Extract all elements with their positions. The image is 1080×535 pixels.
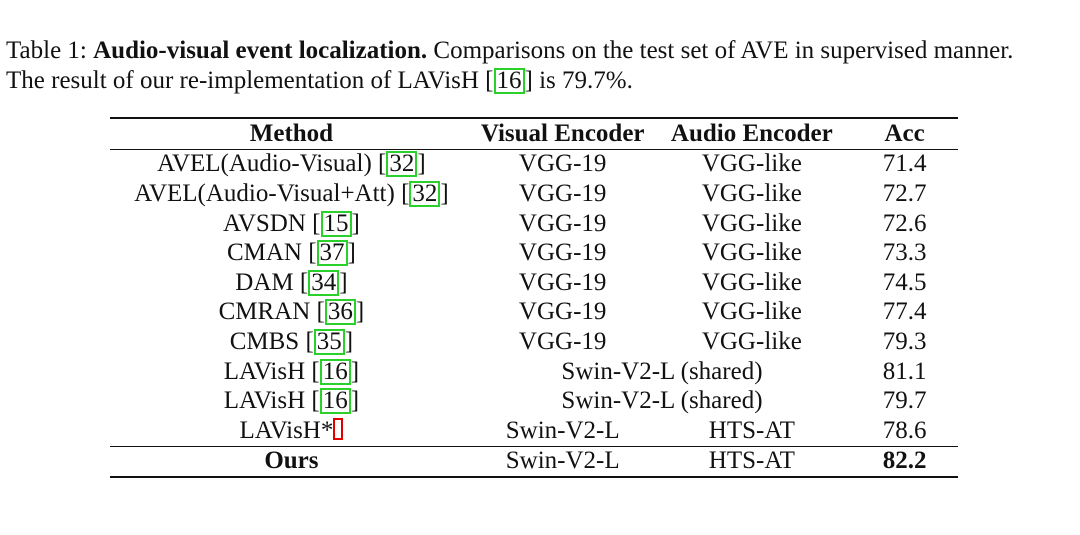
- acc-cell: 71.4: [882, 150, 927, 178]
- shared-encoder-cell: Swin-V2-L (shared): [561, 387, 763, 415]
- results-table: Method Visual Encoder Audio Encoder Acc …: [110, 117, 958, 478]
- visual-cell: VGG-19: [518, 268, 607, 296]
- audio-cell: HTS-AT: [708, 447, 795, 475]
- table-row: CMBS [35] VGG-19 VGG-like 79.3: [110, 327, 958, 357]
- visual-cell: VGG-19: [518, 150, 607, 178]
- acc-cell: 77.4: [882, 298, 927, 326]
- audio-cell: VGG-like: [701, 239, 802, 267]
- caption-text-2b: ] is 79.7%.: [524, 67, 633, 94]
- caption-line-2: The result of our re-implementation of L…: [6, 66, 1076, 96]
- acc-cell: 72.7: [882, 179, 927, 207]
- table-row: CMRAN [36] VGG-19 VGG-like 77.4: [110, 298, 958, 328]
- table-row: LAVisH [16] Swin-V2-L (shared) 79.7: [110, 386, 958, 416]
- table-row: LAVisH [16] Swin-V2-L (shared) 81.1: [110, 357, 958, 387]
- audio-cell: VGG-like: [701, 150, 802, 178]
- acc-cell: 79.3: [882, 327, 927, 355]
- caption-text-2a: The result of our re-implementation of L…: [6, 67, 494, 94]
- method-cell: Ours: [264, 447, 319, 475]
- citation-link[interactable]: 32: [386, 151, 418, 178]
- acc-cell: 73.3: [882, 239, 927, 267]
- acc-cell: 74.5: [882, 268, 927, 296]
- header-method: Method: [249, 119, 334, 147]
- method-cell: CMBS [35]: [229, 327, 354, 355]
- visual-cell: VGG-19: [518, 179, 607, 207]
- table-row: AVEL(Audio-Visual+Att) [32] VGG-19 VGG-l…: [110, 179, 958, 209]
- table-row-ours: Ours Swin-V2-L HTS-AT 82.2: [110, 446, 958, 478]
- citation-link[interactable]: 35: [313, 328, 345, 355]
- citation-link[interactable]: 16: [319, 358, 351, 385]
- citation-link[interactable]: 16: [493, 68, 525, 94]
- method-cell: DAM [34]: [235, 268, 348, 296]
- method-cell: AVSDN [15]: [223, 209, 360, 237]
- acc-cell: 82.2: [882, 447, 927, 475]
- table-row: DAM [34] VGG-19 VGG-like 74.5: [110, 268, 958, 298]
- visual-cell: Swin-V2-L: [505, 447, 620, 475]
- table-header-row: Method Visual Encoder Audio Encoder Acc: [110, 118, 958, 150]
- caption-label: Table 1:: [6, 37, 87, 64]
- citation-link[interactable]: 32: [409, 180, 441, 207]
- citation-link[interactable]: 34: [308, 269, 340, 296]
- method-cell: AVEL(Audio-Visual+Att) [32]: [134, 179, 449, 207]
- visual-cell: VGG-19: [518, 209, 607, 237]
- visual-cell: VGG-19: [518, 327, 607, 355]
- audio-cell: VGG-like: [701, 179, 802, 207]
- acc-cell: 79.7: [882, 387, 927, 415]
- header-visual-encoder: Visual Encoder: [480, 119, 645, 147]
- audio-cell: VGG-like: [701, 327, 802, 355]
- header-acc: Acc: [884, 119, 925, 147]
- visual-cell: VGG-19: [518, 298, 607, 326]
- citation-link[interactable]: 37: [316, 240, 348, 267]
- method-cell: LAVisH*: [110, 416, 473, 446]
- acc-cell: 72.6: [882, 209, 927, 237]
- method-cell: CMAN [37]: [226, 239, 356, 267]
- audio-cell: HTS-AT: [708, 416, 795, 444]
- method-cell: LAVisH [16]: [223, 387, 360, 415]
- table-row: LAVisH* Swin-V2-L HTS-AT 78.6: [110, 416, 958, 446]
- audio-cell: VGG-like: [701, 268, 802, 296]
- table-row: AVSDN [15] VGG-19 VGG-like 72.6: [110, 209, 958, 239]
- visual-cell: VGG-19: [518, 239, 607, 267]
- audio-cell: VGG-like: [701, 209, 802, 237]
- audio-cell: VGG-like: [701, 298, 802, 326]
- method-cell: LAVisH [16]: [223, 357, 360, 385]
- caption-line-1: Table 1: Audio-visual event localization…: [6, 36, 1076, 66]
- acc-cell: 81.1: [882, 357, 927, 385]
- header-audio-encoder: Audio Encoder: [670, 119, 833, 147]
- caption-bold-title: Audio-visual event localization.: [93, 37, 428, 64]
- footnote-marker[interactable]: [333, 417, 344, 440]
- table-caption: Table 1: Audio-visual event localization…: [6, 36, 1076, 96]
- method-cell: CMRAN [36]: [218, 298, 365, 326]
- caption-text-1: Comparisons on the test set of AVE in su…: [433, 37, 1014, 64]
- visual-cell: Swin-V2-L: [505, 416, 620, 444]
- table-row: AVEL(Audio-Visual) [32] VGG-19 VGG-like …: [110, 149, 958, 179]
- citation-link[interactable]: 16: [319, 388, 351, 415]
- method-cell: AVEL(Audio-Visual) [32]: [157, 150, 426, 178]
- citation-link[interactable]: 36: [324, 299, 356, 326]
- table-row: CMAN [37] VGG-19 VGG-like 73.3: [110, 238, 958, 268]
- acc-cell: 78.6: [882, 416, 927, 444]
- citation-link[interactable]: 15: [320, 210, 352, 237]
- shared-encoder-cell: Swin-V2-L (shared): [561, 357, 763, 385]
